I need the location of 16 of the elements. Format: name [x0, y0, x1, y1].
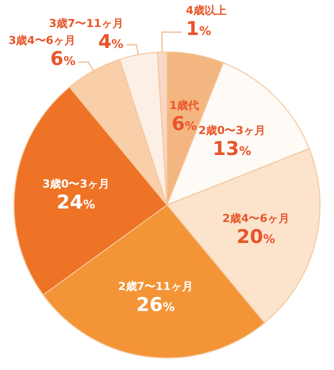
data-label: 13%	[212, 138, 252, 160]
slice-label: 3歳4〜6ヶ月	[8, 34, 76, 48]
data-label: 20%	[236, 226, 276, 248]
data-label: 6%	[50, 48, 76, 70]
slice-label: 2歳4〜6ヶ月	[222, 212, 290, 225]
data-label: 24%	[56, 191, 96, 214]
data-label: 4%	[98, 30, 124, 53]
data-label: 26%	[136, 294, 175, 316]
slice-label: 3歳0〜3ヶ月	[42, 177, 110, 190]
slice-label: 3歳7〜11ヶ月	[48, 16, 124, 30]
data-label: 6%	[172, 112, 197, 135]
slice-label: 4歳以上	[186, 4, 227, 18]
slice-label: 1歳代	[169, 98, 200, 112]
slice-label: 2歳0〜3ヶ月	[198, 124, 266, 138]
slice-label: 2歳7〜11ヶ月	[118, 280, 193, 294]
data-label: 1%	[186, 18, 212, 40]
